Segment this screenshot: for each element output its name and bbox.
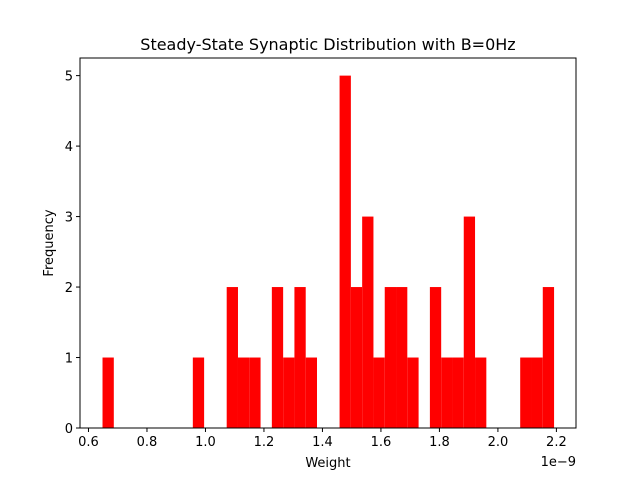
bar bbox=[271, 287, 284, 428]
x-tick-label: 2.0 bbox=[488, 435, 509, 450]
bar bbox=[237, 357, 250, 428]
bar bbox=[441, 357, 453, 428]
bar bbox=[362, 216, 374, 428]
y-tick-label: 0 bbox=[65, 422, 73, 437]
x-axis-label: Weight bbox=[305, 456, 350, 471]
bar bbox=[102, 357, 114, 428]
bar bbox=[249, 357, 261, 428]
bar bbox=[339, 75, 351, 428]
x-tick-label: 1.8 bbox=[429, 435, 450, 450]
bar bbox=[294, 287, 306, 428]
y-axis-label: Frequency bbox=[42, 209, 57, 276]
bar bbox=[542, 287, 555, 428]
bar bbox=[520, 357, 532, 428]
bar bbox=[463, 216, 476, 428]
bar bbox=[384, 287, 397, 428]
bar bbox=[305, 357, 318, 428]
bar bbox=[475, 357, 487, 428]
bar bbox=[452, 357, 464, 428]
x-tick-label: 0.8 bbox=[137, 435, 158, 450]
y-tick-label: 5 bbox=[65, 70, 73, 85]
y-tick-label: 2 bbox=[65, 281, 73, 296]
plot-frame bbox=[79, 57, 577, 429]
chart-title: Steady-State Synaptic Distribution with … bbox=[140, 35, 515, 54]
bar bbox=[373, 357, 385, 428]
y-tick-label: 1 bbox=[65, 352, 73, 367]
x-tick-label: 1.0 bbox=[195, 435, 216, 450]
bar bbox=[531, 357, 543, 428]
bar bbox=[350, 287, 363, 428]
x-tick-label: 0.6 bbox=[78, 435, 99, 450]
bar bbox=[429, 287, 442, 428]
bar bbox=[407, 357, 419, 428]
bar bbox=[283, 357, 295, 428]
x-tick-label: 1.2 bbox=[254, 435, 275, 450]
x-tick-label: 2.2 bbox=[546, 435, 567, 450]
bar bbox=[192, 357, 205, 428]
x-offset-label: 1e−9 bbox=[541, 455, 576, 470]
bar bbox=[396, 287, 408, 428]
y-tick-label: 4 bbox=[65, 140, 73, 155]
y-tick-label: 3 bbox=[65, 211, 73, 226]
x-tick-label: 1.4 bbox=[312, 435, 333, 450]
x-tick-label: 1.6 bbox=[371, 435, 392, 450]
bar bbox=[226, 287, 238, 428]
